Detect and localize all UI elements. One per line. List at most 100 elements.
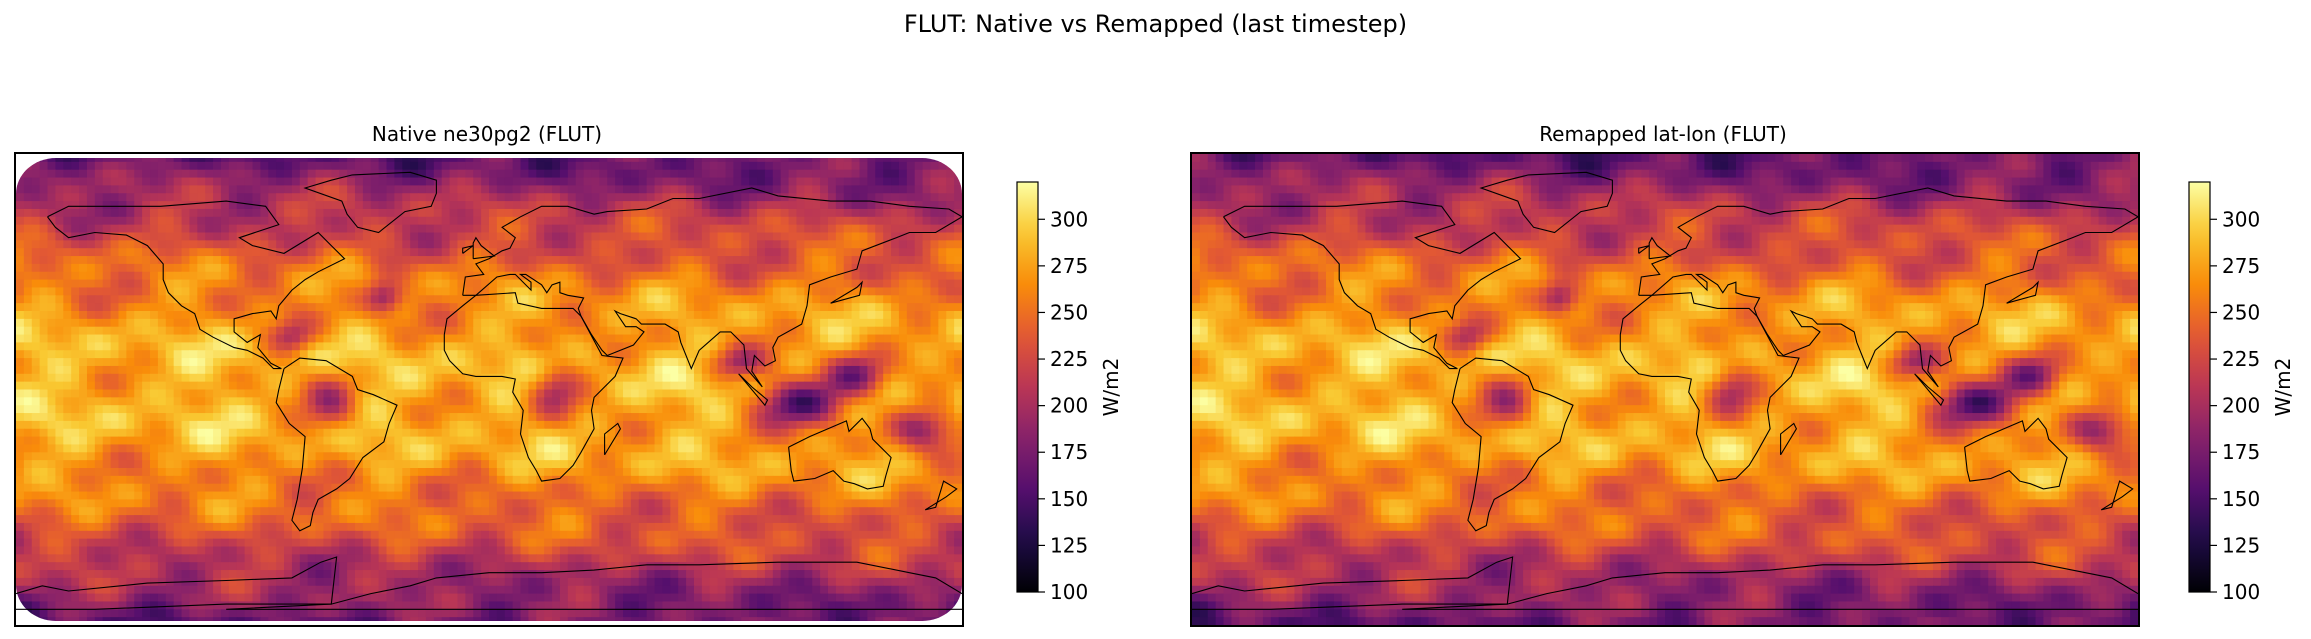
heatmap-cell: [394, 161, 403, 171]
heatmap-cell: [638, 161, 648, 171]
heatmap-cell: [835, 240, 845, 249]
heatmap-cell: [504, 420, 514, 430]
heatmap-cell: [670, 158, 679, 163]
heatmap-cell: [757, 326, 766, 336]
heatmap-cell: [433, 279, 443, 289]
heatmap-cell: [906, 169, 916, 179]
heatmap-cell: [898, 208, 908, 218]
heatmap-cell: [102, 248, 112, 257]
heatmap-cell: [205, 436, 214, 446]
heatmap-cell: [867, 161, 876, 171]
heatmap-cell: [630, 295, 640, 304]
heatmap-cell: [496, 326, 506, 336]
heatmap-cell: [536, 311, 545, 320]
heatmap-cell: [244, 444, 254, 453]
heatmap-cell: [859, 201, 868, 210]
heatmap-cell: [260, 263, 269, 273]
heatmap-cell: [331, 318, 340, 328]
heatmap-cell: [544, 232, 553, 241]
heatmap-cell: [867, 413, 876, 422]
heatmap-cell: [134, 256, 143, 265]
heatmap-cell: [536, 232, 545, 241]
heatmap-cell: [528, 295, 537, 304]
heatmap-cell: [796, 389, 805, 398]
heatmap-cell: [291, 342, 301, 351]
heatmap-cell: [307, 436, 317, 446]
heatmap-cell: [733, 381, 742, 391]
heatmap-cell: [449, 303, 459, 312]
heatmap-cell: [867, 224, 876, 234]
heatmap-cell: [867, 193, 876, 202]
heatmap-cell: [347, 158, 356, 163]
heatmap-cell: [662, 287, 671, 296]
heatmap-cell: [607, 216, 616, 226]
heatmap-cell: [39, 405, 49, 414]
heatmap-cell: [757, 436, 766, 446]
heatmap-cell: [441, 240, 451, 249]
heatmap-cell: [859, 263, 868, 273]
heatmap-cell: [599, 271, 608, 281]
heatmap-cell: [843, 201, 853, 210]
heatmap-cell: [914, 420, 924, 430]
heatmap-cell: [157, 248, 167, 257]
heatmap-cell: [126, 248, 135, 257]
heatmap-cell: [457, 240, 466, 249]
heatmap-cell: [496, 263, 506, 273]
heatmap-cell: [804, 303, 813, 312]
heatmap-cell: [39, 279, 49, 289]
heatmap-cell: [150, 436, 159, 446]
heatmap-cell: [47, 279, 57, 289]
heatmap-cell: [891, 208, 900, 218]
heatmap-cell: [441, 256, 451, 265]
heatmap-cell: [331, 405, 340, 414]
heatmap-cell: [764, 169, 774, 179]
heatmap-cell: [370, 287, 380, 296]
heatmap-cell: [914, 201, 924, 210]
heatmap-cell: [268, 444, 277, 453]
heatmap-cell: [181, 279, 191, 289]
heatmap-cell: [725, 271, 734, 281]
heatmap-cell: [441, 373, 451, 383]
heatmap-cell: [228, 475, 238, 485]
heatmap-cell: [914, 158, 924, 163]
heatmap-cell: [23, 216, 33, 226]
heatmap-cell: [796, 193, 805, 202]
heatmap-cell: [205, 158, 214, 163]
heatmap-cell: [16, 208, 25, 218]
heatmap-cell: [693, 358, 703, 367]
heatmap-cell: [228, 295, 238, 304]
heatmap-cell: [670, 468, 679, 477]
heatmap-cell: [859, 389, 868, 398]
heatmap-cell: [268, 373, 277, 383]
heatmap-cell: [946, 158, 955, 163]
heatmap-cell: [922, 224, 932, 234]
heatmap-cell: [102, 161, 112, 171]
heatmap-cell: [102, 397, 112, 406]
heatmap-cell: [528, 381, 537, 391]
heatmap-cell: [843, 248, 853, 257]
heatmap-cell: [284, 468, 293, 477]
heatmap-cell: [930, 271, 939, 281]
heatmap-cell: [16, 452, 25, 461]
heatmap-cell: [173, 342, 183, 351]
heatmap-cell: [496, 193, 506, 202]
heatmap-cell: [323, 405, 332, 414]
heatmap-cell: [150, 158, 159, 163]
heatmap-cell: [654, 397, 664, 406]
heatmap-cell: [165, 334, 175, 343]
heatmap-cell: [757, 405, 766, 414]
heatmap-cell: [347, 436, 356, 446]
heatmap-cell: [859, 373, 868, 383]
heatmap-cell: [150, 475, 159, 485]
heatmap-cell: [276, 208, 285, 218]
heatmap-cell: [898, 318, 908, 328]
heatmap-cell: [110, 240, 120, 249]
heatmap-cell: [386, 311, 395, 320]
heatmap-cell: [717, 248, 727, 257]
heatmap-cell: [410, 279, 419, 289]
heatmap-cell: [733, 365, 742, 375]
heatmap-cell: [875, 224, 884, 234]
heatmap-cell: [268, 224, 277, 234]
heatmap-cell: [252, 334, 261, 343]
heatmap-cell: [733, 468, 742, 477]
